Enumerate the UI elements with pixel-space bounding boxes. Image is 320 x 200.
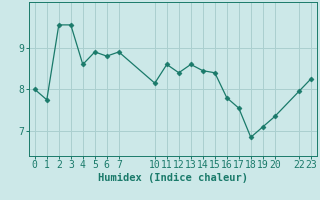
X-axis label: Humidex (Indice chaleur): Humidex (Indice chaleur) (98, 173, 248, 183)
